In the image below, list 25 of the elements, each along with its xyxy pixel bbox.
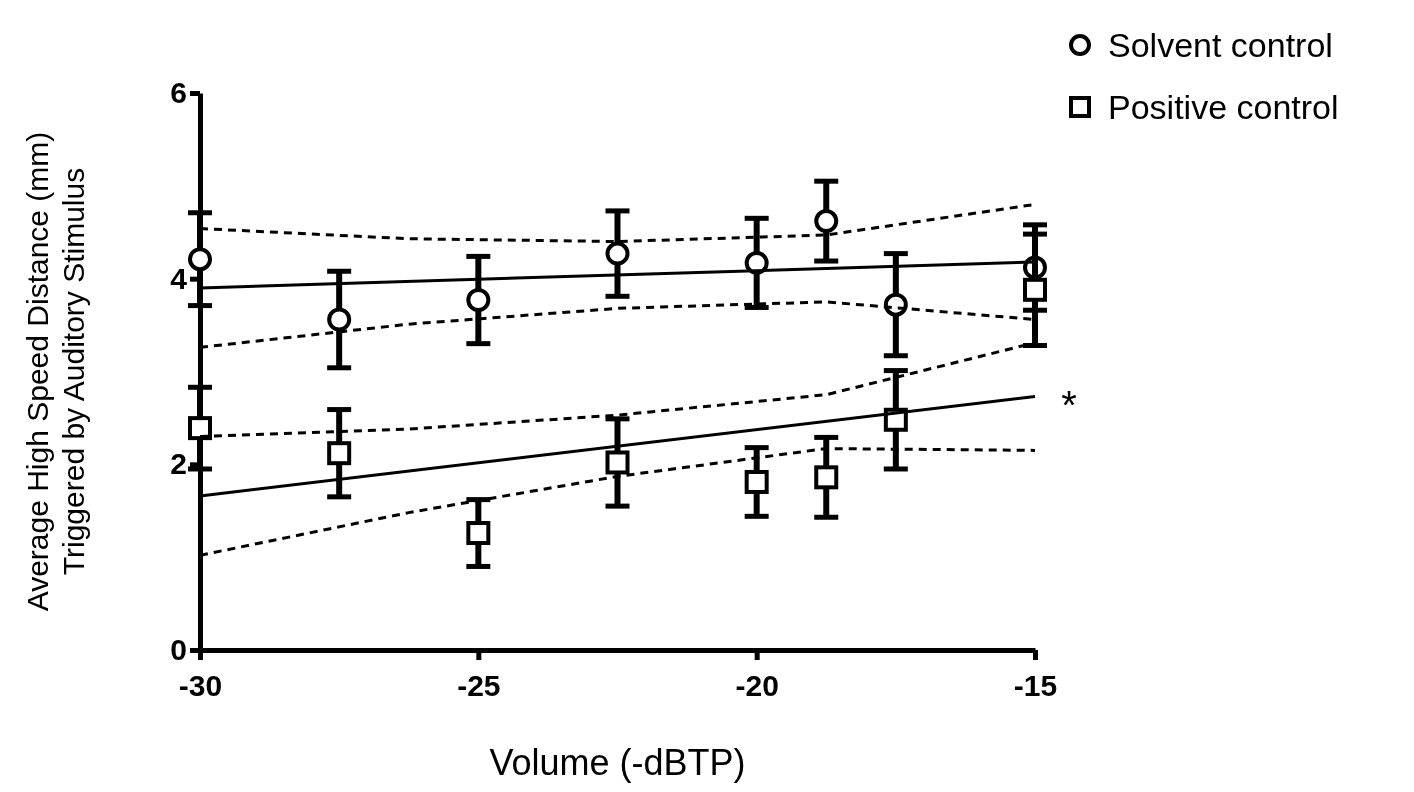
legend-label: Solvent control [1108, 26, 1333, 64]
point [744, 469, 769, 494]
point [188, 247, 212, 272]
x-axis-title: Volume (-dBTP) [489, 742, 746, 783]
annotation: * [1061, 383, 1077, 428]
point [814, 209, 839, 234]
y-tick-label: 2 [170, 447, 187, 481]
point [188, 416, 212, 441]
x-tick-label: -15 [1013, 669, 1058, 702]
point [327, 441, 352, 466]
point [814, 465, 839, 490]
x-tick-label: -25 [457, 669, 501, 702]
x-tick-label: -30 [178, 669, 223, 702]
y-tick-label: 4 [170, 261, 188, 295]
y-tick-label: 0 [170, 633, 187, 667]
legend-label: Positive control [1108, 88, 1339, 126]
point [605, 450, 630, 475]
point [466, 288, 491, 313]
point [466, 521, 491, 546]
x-tick-label: -20 [735, 669, 779, 702]
y-tick-label: 6 [170, 76, 187, 110]
point [327, 307, 352, 332]
point [605, 241, 630, 266]
point [1023, 277, 1047, 302]
y-axis-title: Average High Speed Distance (mm) Triggered by Auditory Stimulus [21, 131, 90, 612]
